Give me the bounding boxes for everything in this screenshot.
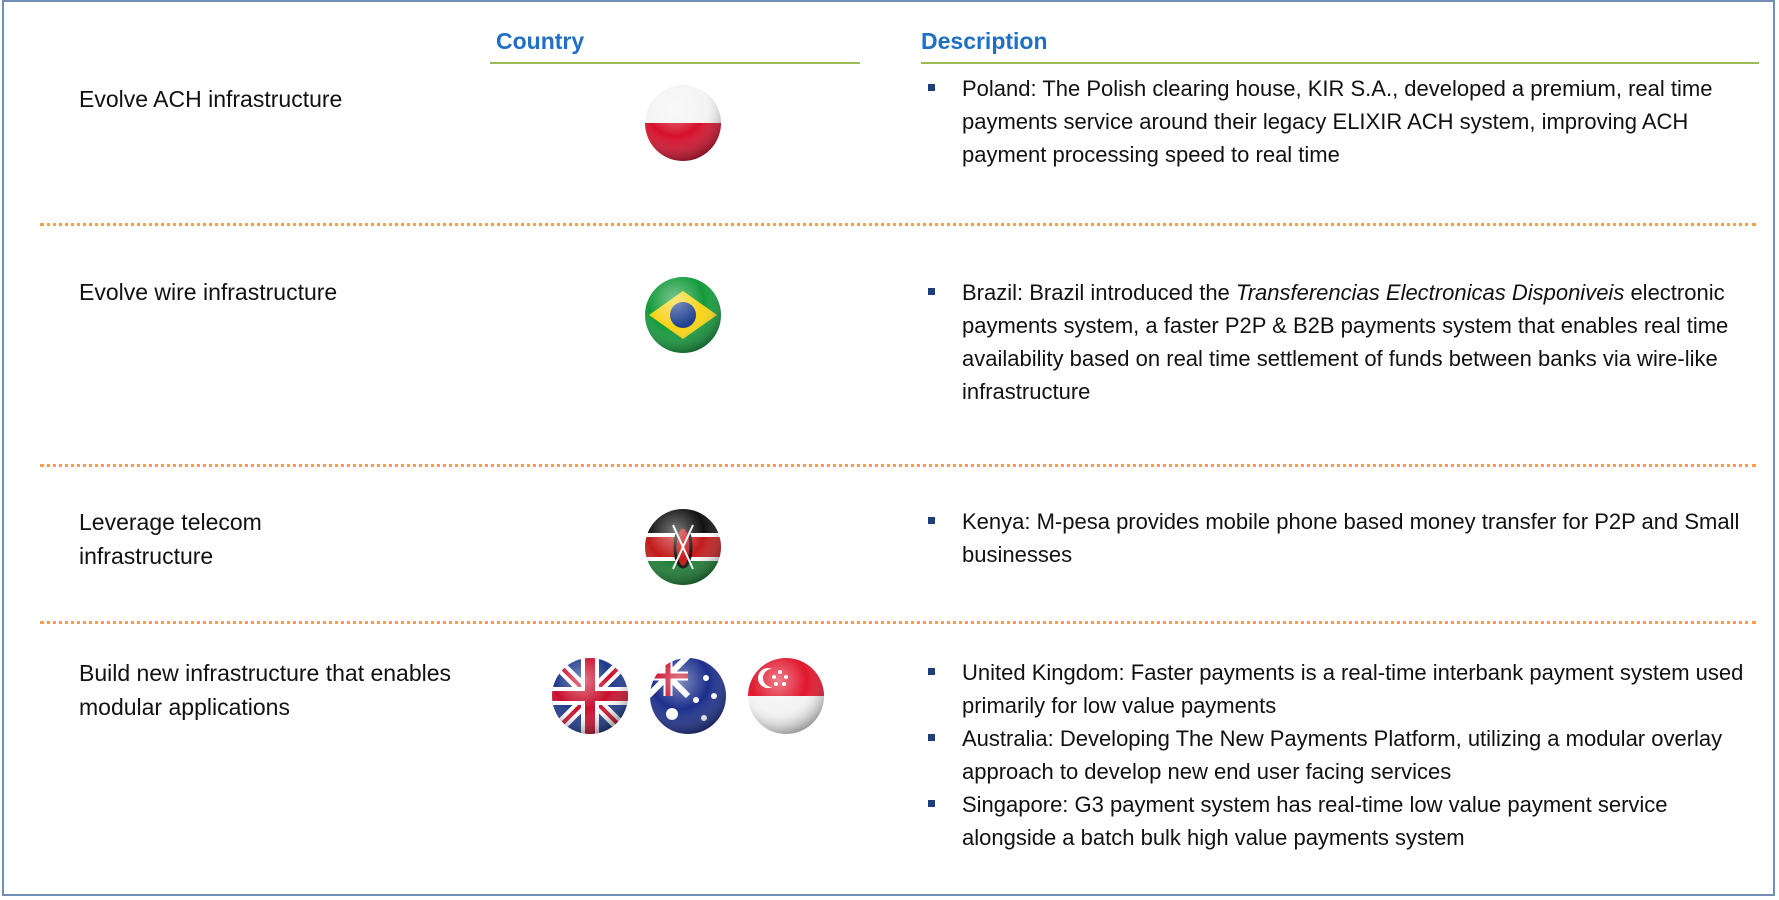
bullet-text: electronic payments system, a faster P2P… [962, 280, 1729, 404]
bullet-text: Brazil: Brazil introduced the [962, 280, 1236, 305]
bullet: United Kingdom: Faster payments is a rea… [928, 656, 1763, 722]
bullet: Australia: Developing The New Payments P… [928, 722, 1763, 788]
row-divider [40, 621, 1756, 624]
bullet: Brazil: Brazil introduced the Transferen… [928, 276, 1763, 408]
approach: Build new infrastructure that enables mo… [79, 660, 452, 720]
approach: Leverage telecom infrastructure [79, 509, 262, 569]
bullet-list: Kenya: M-pesa provides mobile phone base… [928, 505, 1763, 571]
approach: Evolve wire infrastructure [79, 279, 338, 305]
bullet: Singapore: G3 payment system has real-ti… [928, 788, 1763, 854]
flag-poland [645, 85, 721, 161]
bullet-list: United Kingdom: Faster payments is a rea… [928, 656, 1763, 854]
header-rule [490, 62, 860, 64]
bullet-list: Brazil: Brazil introduced the Transferen… [928, 276, 1763, 408]
flag-brazil [645, 277, 721, 353]
approach: Evolve ACH infrastructure [79, 86, 343, 112]
description-header: Description [921, 28, 1048, 54]
bullet: Kenya: M-pesa provides mobile phone base… [928, 505, 1763, 571]
flag-kenya [645, 509, 721, 585]
flag-singapore [748, 658, 824, 734]
header-rule [921, 62, 1759, 64]
flag-uk [552, 658, 628, 734]
country-header: Country [496, 28, 585, 54]
flags [552, 85, 824, 734]
bullet-emphasis: Transferencias Electronicas Disponiveis [1235, 280, 1625, 305]
bullet: Poland: The Polish clearing house, KIR S… [928, 72, 1763, 171]
flag-australia [650, 658, 726, 734]
row-divider [40, 223, 1756, 226]
row-divider [40, 464, 1756, 467]
bullet-list: Poland: The Polish clearing house, KIR S… [928, 72, 1763, 171]
